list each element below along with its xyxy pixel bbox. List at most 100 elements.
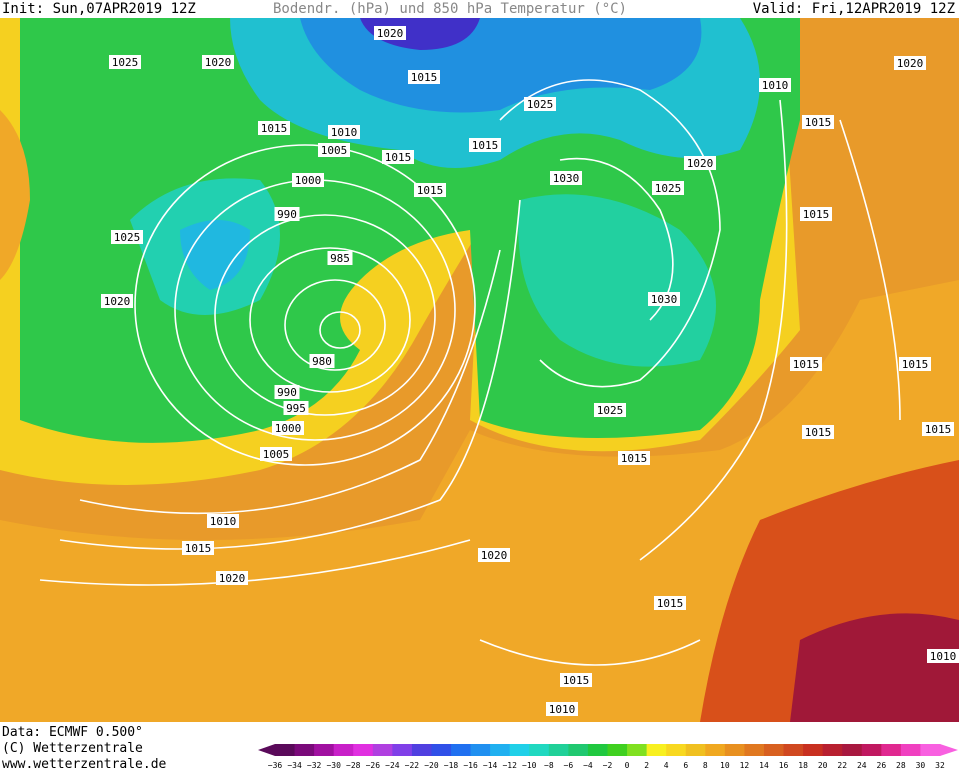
isobar-label: 1010 — [210, 515, 237, 528]
colorbar-box — [411, 744, 432, 756]
isobar-label: 1030 — [553, 172, 580, 185]
colorbar-box — [803, 744, 824, 756]
isobar-label-box — [283, 401, 309, 415]
isobar-label-box — [374, 26, 406, 40]
isobar-label-box — [414, 183, 446, 197]
isobar-label: 1015 — [793, 358, 820, 371]
colorbar-label: −20 — [424, 761, 439, 770]
isobar-label: 990 — [277, 386, 297, 399]
isobar-label-box — [309, 354, 335, 368]
colorbar-label: −18 — [444, 761, 459, 770]
colorbar-box — [431, 744, 452, 756]
colorbar-label: 20 — [818, 761, 828, 770]
isobar-label-box — [899, 357, 931, 371]
isobar-label: 1015 — [621, 452, 648, 465]
isobar-label: 1020 — [104, 295, 131, 308]
isobar-label-box — [207, 514, 239, 528]
colorbar-label: 18 — [798, 761, 808, 770]
isobar-label-box — [216, 571, 248, 585]
isobar-label-box — [274, 385, 300, 399]
cold-pool — [518, 194, 716, 367]
colorbar-label: 30 — [916, 761, 926, 770]
colorbar-box — [627, 744, 648, 756]
colorbar-label: −14 — [483, 761, 498, 770]
colorbar-box — [842, 744, 863, 756]
isobar-label: 1025 — [597, 404, 624, 417]
chart-title: Bodendr. (hPa) und 850 hPa Temperatur (°… — [273, 1, 627, 17]
isobar-label: 1025 — [114, 231, 141, 244]
colorbar-box — [685, 744, 706, 756]
isobar-label: 1015 — [385, 151, 412, 164]
isobar-label: 1020 — [205, 56, 232, 69]
colorbar-label: −6 — [564, 761, 574, 770]
isobar-label: 1015 — [472, 139, 499, 152]
data-source: Data: ECMWF 0.500° — [2, 725, 143, 740]
colorbar-label: −30 — [326, 761, 341, 770]
colorbar-box — [744, 744, 765, 756]
colorbar-label: 4 — [664, 761, 669, 770]
colorbar-label: −34 — [287, 761, 302, 770]
colorbar-label: 10 — [720, 761, 730, 770]
colorbar-label: 2 — [644, 761, 649, 770]
colorbar-box — [822, 744, 843, 756]
copyright: (C) Wetterzentrale — [2, 741, 143, 756]
isobar-label: 1010 — [331, 126, 358, 139]
valid-text: Valid: Fri,12APR2019 12Z — [753, 1, 955, 17]
colorbar-box — [509, 744, 530, 756]
colorbar: −36 −34 −32 −30 −28 −26 −24 −22 −20 −18 −16 −14 −12−… — [258, 744, 958, 770]
colorbar-box — [314, 744, 335, 756]
isobar-label: 1020 — [377, 27, 404, 40]
warm-zone — [0, 280, 959, 722]
isobar-label: 1025 — [112, 56, 139, 69]
isobar-label: 1015 — [563, 674, 590, 687]
isobar-label-box — [759, 78, 791, 92]
colorbar-box — [333, 744, 354, 756]
isobar-label-box — [382, 150, 414, 164]
isobar-label-box — [618, 451, 650, 465]
isobar-label-box — [927, 649, 959, 663]
isobar-label-box — [560, 673, 592, 687]
colorbar-box — [724, 744, 745, 756]
isobar-label-box — [648, 292, 680, 306]
isobars — [39, 79, 901, 666]
isobar-label-box — [260, 447, 292, 461]
colorbar-box — [646, 744, 667, 756]
colorbar-label: 8 — [703, 761, 708, 770]
isobar-label: 1030 — [651, 293, 678, 306]
isobar-label-box — [328, 125, 360, 139]
isobar-label-box — [272, 421, 304, 435]
colorbar-label: 6 — [683, 761, 688, 770]
colorbar-label: −26 — [366, 761, 381, 770]
isobar-label-box — [292, 173, 324, 187]
isobar-labels: 1020 1025 1020 1015 1025 1010 1020 1015 1010 1005… — [101, 26, 959, 716]
isobar-label-box — [202, 55, 234, 69]
isobar-label: 1015 — [902, 358, 929, 371]
isobar-label-box — [408, 70, 440, 84]
isobar-label-box — [922, 422, 954, 436]
isobar-label: 1015 — [805, 116, 832, 129]
colorbar-arrow — [258, 744, 275, 756]
colorbar-arrow — [940, 744, 958, 756]
colorbar-box — [920, 744, 941, 756]
isobar-label: 1025 — [655, 182, 682, 195]
isobar-label: 985 — [330, 252, 350, 265]
isobar-label: 1005 — [263, 448, 290, 461]
isobar-label-box — [469, 138, 501, 152]
colorbar-box — [568, 744, 589, 756]
isobar-label-box — [652, 181, 684, 195]
isobar-label-box — [594, 403, 626, 417]
isobar-label: 1020 — [219, 572, 246, 585]
colorbar-label: 32 — [935, 761, 945, 770]
isobar-label-box — [258, 121, 290, 135]
colorbar-box — [666, 744, 687, 756]
isobar-label-box — [546, 702, 578, 716]
cold-core — [180, 220, 250, 290]
colorbar-label: −12 — [502, 761, 517, 770]
colorbar-label: −28 — [346, 761, 361, 770]
isobar-label-box — [800, 207, 832, 221]
isobar-label-box — [802, 425, 834, 439]
map — [0, 18, 959, 722]
isobar-label: 1025 — [527, 98, 554, 111]
isobar-label-box — [894, 56, 926, 70]
